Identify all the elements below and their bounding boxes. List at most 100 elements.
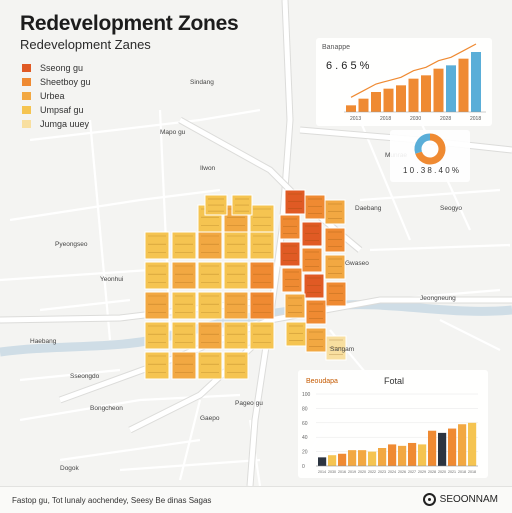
total-y-tick: 0 bbox=[302, 464, 305, 470]
zone-block bbox=[301, 221, 323, 247]
total-bar bbox=[398, 445, 407, 466]
zone-block bbox=[305, 299, 327, 325]
zone-block bbox=[197, 291, 223, 320]
major-road bbox=[178, 117, 362, 252]
minor-road bbox=[359, 188, 501, 202]
zone-block bbox=[223, 291, 249, 320]
brand[interactable]: SEOONNAM bbox=[422, 493, 498, 506]
zone-block bbox=[249, 321, 275, 350]
zone-block bbox=[249, 291, 275, 320]
total-x-tick: 2030 bbox=[328, 470, 336, 474]
growth-chart-panel: Banappe 6 . 6 5 % 2013 2018 2030 2028 2018 bbox=[316, 38, 492, 126]
map-label: Sindang bbox=[190, 79, 214, 86]
zone-block bbox=[325, 281, 347, 307]
major-road bbox=[59, 297, 512, 403]
zone-block bbox=[279, 241, 301, 267]
total-bar bbox=[368, 451, 377, 466]
total-bar bbox=[438, 432, 447, 466]
zone-block bbox=[171, 261, 197, 290]
total-chart-heading: Fotal bbox=[384, 376, 405, 386]
map-label: Daebang bbox=[355, 205, 382, 212]
zone-block bbox=[301, 247, 323, 273]
growth-bar bbox=[458, 58, 469, 112]
total-x-tick: 2018 bbox=[458, 470, 466, 474]
zone-block bbox=[171, 291, 197, 320]
total-bar bbox=[468, 422, 477, 466]
zone-block bbox=[223, 261, 249, 290]
total-bar bbox=[428, 430, 437, 466]
donut-chart bbox=[414, 133, 446, 165]
minor-road bbox=[19, 393, 241, 422]
total-bar bbox=[348, 450, 357, 466]
zone-block bbox=[231, 194, 253, 216]
map-label: Jeongneung bbox=[420, 295, 456, 302]
footer: Fastop gu, Tot lunaly aochendey, Seesy B… bbox=[0, 486, 512, 513]
map-label: Ilwon bbox=[200, 165, 216, 172]
growth-bar bbox=[383, 88, 394, 112]
minor-road bbox=[119, 458, 261, 472]
map-label: Dogok bbox=[60, 465, 80, 472]
total-bar bbox=[358, 450, 367, 466]
zone-block bbox=[324, 227, 346, 253]
map-label: Haebang bbox=[30, 338, 57, 345]
zone-block bbox=[279, 214, 301, 240]
total-bar bbox=[448, 428, 457, 466]
total-x-tick: 2023 bbox=[378, 470, 386, 474]
total-x-tick: 2024 bbox=[388, 470, 396, 474]
total-bar bbox=[408, 442, 417, 466]
zone-block bbox=[144, 261, 170, 290]
map-label: Yeonhui bbox=[100, 276, 123, 283]
total-y-tick: 100 bbox=[302, 392, 311, 398]
growth-value: 6 . 6 5 % bbox=[326, 60, 370, 72]
zone-block bbox=[197, 231, 223, 260]
zone-block bbox=[197, 351, 223, 380]
legend: Sseong gu Sheetboy gu Urbea Umpsaf gu Jumga … bbox=[22, 62, 132, 132]
minor-road bbox=[9, 188, 221, 222]
minor-road bbox=[59, 438, 201, 462]
zone-block bbox=[144, 231, 170, 260]
major-road bbox=[247, 0, 293, 487]
brand-name: SEOONNAM bbox=[439, 494, 498, 505]
zone-block bbox=[223, 321, 249, 350]
total-x-tick: 2020 bbox=[438, 470, 446, 474]
growth-bar bbox=[446, 65, 456, 112]
minor-road bbox=[88, 119, 112, 341]
total-x-tick: 2022 bbox=[368, 470, 376, 474]
zone-block bbox=[223, 351, 249, 380]
legend-label: Urbea bbox=[40, 91, 65, 101]
total-x-tick: 2016 bbox=[338, 470, 346, 474]
zone-block bbox=[171, 321, 197, 350]
growth-trend-line bbox=[350, 43, 477, 98]
map-label: Mapo gu bbox=[160, 129, 186, 136]
map-labels: Pageo gu Sseongdo Pyeongseo Mapo gu Haebang S… bbox=[30, 79, 462, 472]
zone-block bbox=[171, 231, 197, 260]
growth-tick-label: 2028 bbox=[440, 116, 451, 122]
growth-bar bbox=[471, 52, 481, 112]
minor-road bbox=[39, 298, 131, 312]
legend-label: Umpsaf gu bbox=[40, 105, 84, 115]
redevelopment-zones bbox=[144, 189, 347, 380]
zone-block bbox=[304, 194, 326, 220]
total-x-tick: 2027 bbox=[408, 470, 416, 474]
zone-block bbox=[281, 267, 303, 293]
zone-block bbox=[144, 351, 170, 380]
zone-block bbox=[324, 199, 346, 225]
zone-block bbox=[144, 321, 170, 350]
total-x-tick: 2021 bbox=[448, 470, 456, 474]
map-label: Bongcheon bbox=[90, 405, 123, 412]
zone-block bbox=[305, 327, 327, 353]
legend-item: Urbea bbox=[22, 90, 132, 102]
map-label: Seogyo bbox=[440, 205, 462, 212]
minor-road bbox=[178, 399, 202, 481]
brand-logo-icon bbox=[422, 493, 436, 506]
zone-block bbox=[197, 321, 223, 350]
donut-caption: 1 0 . 3 8 . 4 0 % bbox=[402, 166, 460, 175]
growth-tick-label: 2018 bbox=[380, 116, 391, 122]
zone-block bbox=[303, 273, 325, 299]
growth-chart-title: Banappe bbox=[322, 44, 351, 51]
map-subtitle: Redevelopment Zanes bbox=[20, 37, 151, 52]
legend-label: Sheetboy gu bbox=[40, 77, 91, 87]
total-x-tick: 2014 bbox=[318, 470, 326, 474]
total-bar bbox=[378, 448, 387, 466]
